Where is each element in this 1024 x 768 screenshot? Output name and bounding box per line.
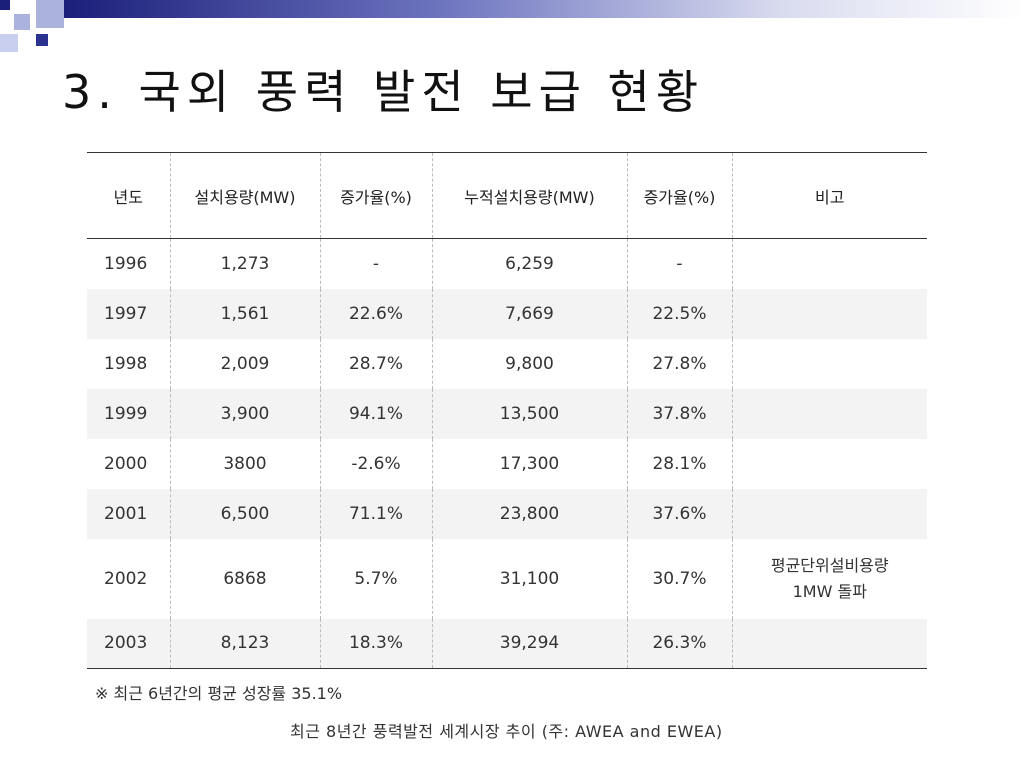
- cell-growth: -2.6%: [319, 438, 432, 489]
- table-row: 2003 8,123 18.3% 39,294 26.3%: [87, 618, 927, 669]
- cell-growth: 28.7%: [319, 338, 432, 389]
- table-row: 2002 6868 5.7% 31,100 30.7% 평균단위설비용량 1MW…: [87, 538, 927, 619]
- deco-square: [0, 0, 10, 10]
- cell-growth: 94.1%: [319, 388, 432, 439]
- cell-cum-growth: 28.1%: [626, 438, 732, 489]
- wind-power-table: 년도 설치용량(MW) 증가율(%) 누적설치용량(MW) 증가율(%) 비고 …: [87, 152, 927, 669]
- header-growth: 증가율(%): [319, 152, 432, 239]
- table-row: 1999 3,900 94.1% 13,500 37.8%: [87, 388, 927, 439]
- cell-cum-growth: 22.5%: [626, 288, 732, 339]
- deco-square: [36, 0, 64, 28]
- cell-cum-growth: 26.3%: [626, 618, 732, 669]
- cell-capacity: 8,123: [169, 618, 320, 669]
- table-row: 2001 6,500 71.1% 23,800 37.6%: [87, 488, 927, 539]
- cell-cum-growth: 27.8%: [626, 338, 732, 389]
- deco-square: [14, 14, 30, 30]
- cell-growth: 71.1%: [319, 488, 432, 539]
- cell-year: 2003: [87, 618, 170, 669]
- footnote: ※ 최근 6년간의 평균 성장률 35.1%: [95, 684, 343, 703]
- table-row: 1997 1,561 22.6% 7,669 22.5%: [87, 288, 927, 339]
- cell-cumulative: 23,800: [431, 488, 627, 539]
- header-capacity: 설치용량(MW): [169, 152, 320, 239]
- cell-capacity: 6868: [169, 538, 320, 619]
- table-row: 1996 1,273 - 6,259 -: [87, 238, 927, 289]
- cell-cum-growth: 30.7%: [626, 538, 732, 619]
- cell-note: [731, 338, 927, 389]
- cell-cumulative: 9,800: [431, 338, 627, 389]
- cell-note: 평균단위설비용량 1MW 돌파: [731, 538, 927, 619]
- table-row: 2000 3800 -2.6% 17,300 28.1%: [87, 438, 927, 489]
- deco-square: [36, 34, 48, 46]
- header-gradient-bar: [64, 0, 1024, 18]
- cell-capacity: 1,273: [169, 238, 320, 289]
- slide-title: 3. 국외 풍력 발전 보급 현황: [62, 65, 705, 119]
- header-note: 비고: [731, 152, 927, 239]
- cell-cum-growth: 37.8%: [626, 388, 732, 439]
- cell-year: 1999: [104, 403, 148, 424]
- cell-year: 2002: [104, 568, 148, 589]
- cell-note: [731, 438, 927, 489]
- header-cumulative: 누적설치용량(MW): [431, 152, 627, 239]
- cell-cumulative: 7,669: [431, 288, 627, 339]
- table-header-row: 년도 설치용량(MW) 증가율(%) 누적설치용량(MW) 증가율(%) 비고: [87, 152, 927, 239]
- cell-capacity: 2,009: [169, 338, 320, 389]
- deco-square: [0, 34, 18, 52]
- cell-capacity: 3,900: [169, 388, 320, 439]
- note-line-2: 1MW 돌파: [792, 581, 867, 601]
- cell-year: 2001: [104, 503, 148, 524]
- note-line-1: 평균단위설비용량: [770, 555, 889, 575]
- cell-cumulative: 17,300: [431, 438, 627, 489]
- cell-cum-growth: 37.6%: [626, 488, 732, 539]
- cell-growth: -: [319, 238, 432, 289]
- cell-year: 1996: [104, 253, 148, 274]
- cell-cumulative: 39,294: [431, 618, 627, 669]
- cell-capacity: 3800: [169, 438, 320, 489]
- header-cum-growth: 증가율(%): [626, 152, 732, 239]
- cell-capacity: 1,561: [169, 288, 320, 339]
- cell-note: [731, 288, 927, 339]
- cell-year: 2000: [104, 453, 148, 474]
- table-row: 1998 2,009 28.7% 9,800 27.8%: [87, 338, 927, 389]
- cell-cum-growth: -: [626, 238, 732, 289]
- cell-cumulative: 13,500: [431, 388, 627, 439]
- cell-note: [731, 618, 927, 669]
- cell-growth: 18.3%: [319, 618, 432, 669]
- cell-capacity: 6,500: [169, 488, 320, 539]
- cell-note: [731, 488, 927, 539]
- cell-note: [731, 238, 927, 289]
- header-year: 년도: [87, 152, 170, 239]
- cell-cumulative: 31,100: [431, 538, 627, 619]
- cell-growth: 22.6%: [319, 288, 432, 339]
- cell-growth: 5.7%: [319, 538, 432, 619]
- table-source-caption: 최근 8년간 풍력발전 세계시장 추이 (주: AWEA and EWEA): [290, 722, 723, 741]
- cell-note: [731, 388, 927, 439]
- cell-year: 1998: [104, 353, 148, 374]
- cell-cumulative: 6,259: [431, 238, 627, 289]
- cell-year: 1997: [104, 303, 148, 324]
